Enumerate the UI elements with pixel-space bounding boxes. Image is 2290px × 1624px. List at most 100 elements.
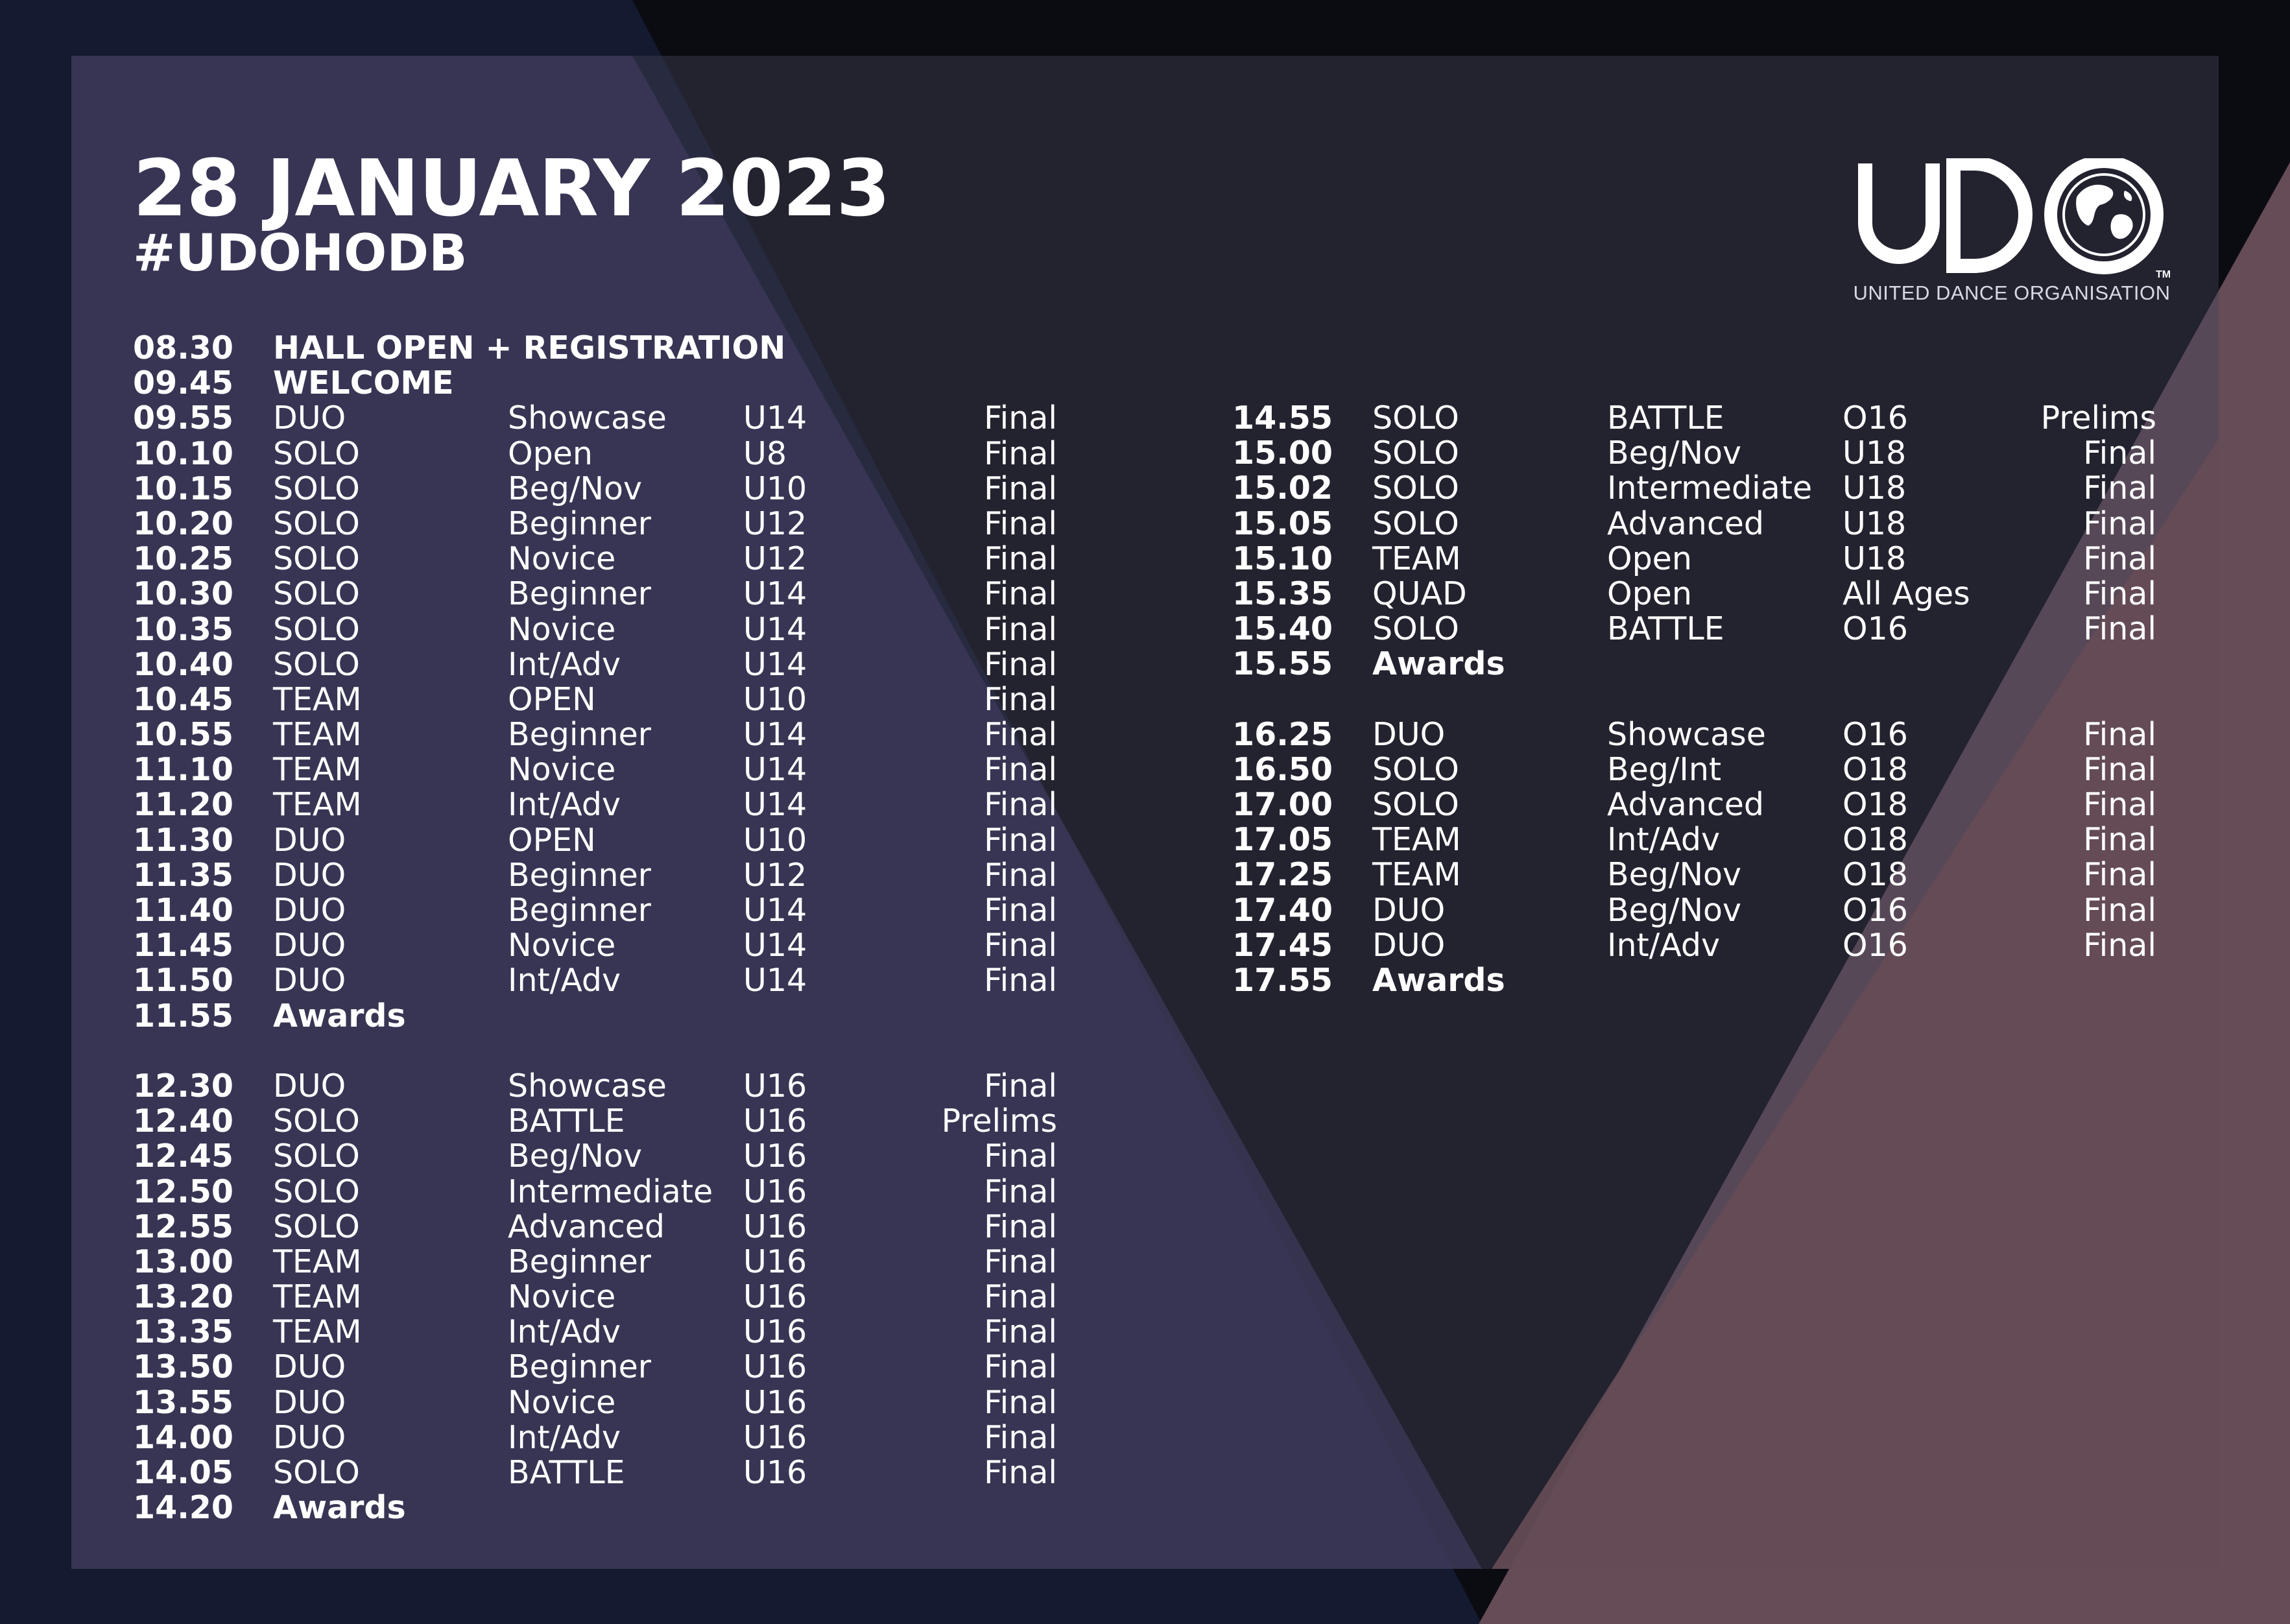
event-round: Final [2083,926,2156,964]
event-round: Final [984,645,1057,683]
event-type: TEAM [273,716,362,754]
schedule-row: 13.35 TEAM Int/Adv U16 Final [133,1315,1057,1350]
schedule-row: 17.40 DUO Beg/Nov O16 Final [1232,891,2156,929]
event-age: U18 [1843,540,1907,577]
event-level: Beginner [508,505,651,542]
event-time: 17.45 [1232,926,1333,964]
event-level: Int/Adv [508,645,621,683]
event-round: Final [984,435,1057,472]
event-round: Prelims [2040,400,2156,436]
event-type: SOLO [1372,435,1459,472]
event-level: Intermediate [1607,470,1813,507]
schedule-row: 14.55 SOLO BATTLE O16 Prelims [1232,400,2156,436]
event-label: Awards [273,1489,406,1527]
event-age: U14 [743,962,807,999]
event-level: Beg/Nov [1607,435,1742,472]
event-time: 14.00 [133,1418,233,1456]
event-type: SOLO [1372,750,1459,788]
event-round: Final [984,505,1057,542]
event-type: DUO [1372,891,1446,929]
event-age: U10 [743,821,807,859]
event-round: Final [984,1243,1057,1280]
event-round: Final [984,1313,1057,1351]
event-level: Beginner [508,1243,651,1280]
globe-icon [2044,158,2164,274]
event-age: U16 [743,1418,807,1456]
event-label: HALL OPEN + REGISTRATION [273,329,786,366]
event-age: O18 [1843,856,1908,894]
event-level: Beginner [508,892,651,929]
event-level: Int/Adv [1607,926,1720,964]
event-age: U16 [743,1173,807,1210]
schedule-row: 17.45 DUO Int/Adv O16 Final [1232,926,2156,964]
event-type: DUO [273,1383,346,1421]
left-panel-shape [71,56,1482,1569]
schedule-row: 10.20 SOLO Beginner U12 Final [133,505,1057,542]
event-time: 15.40 [1232,610,1333,648]
right-panel-shape [1492,438,2219,1569]
event-level: BATTLE [1607,610,1724,648]
event-round: Final [984,540,1057,578]
schedule-label-row: 08.30 HALL OPEN + REGISTRATION [133,329,1057,366]
schedule-row: 10.45 TEAM OPEN U10 Final [133,682,1057,717]
event-age: U14 [743,645,807,683]
event-age: U14 [743,751,807,789]
schedule-column-right: 14.55 SOLO BATTLE O16 Prelims 15.00 SOLO Beg/No… [1232,400,2156,998]
event-type: TEAM [1372,856,1461,894]
schedule-label-row: 17.55 Awards [1232,962,2156,998]
schedule-row: 10.10 SOLO Open U8 Final [133,436,1057,472]
event-round: Final [2083,575,2156,612]
event-type: TEAM [273,786,362,824]
event-round: Final [984,1278,1057,1316]
event-type: SOLO [1372,505,1459,542]
schedule-row: 17.05 TEAM Int/Adv O18 Final [1232,822,2156,857]
event-time: 12.30 [133,1067,233,1105]
event-type: DUO [1372,926,1446,964]
event-round: Final [2083,435,2156,472]
event-time: 10.30 [133,575,233,613]
event-time: 11.50 [133,962,233,999]
event-round: Final [984,1383,1057,1421]
schedule-row: 13.20 TEAM Novice U16 Final [133,1278,1057,1316]
event-type: TEAM [1372,540,1461,577]
event-time: 10.35 [133,610,233,648]
event-age: U10 [743,680,807,718]
event-age: U8 [743,435,787,472]
event-type: SOLO [273,435,360,472]
event-level: Novice [508,927,616,964]
event-type: TEAM [273,1243,362,1280]
event-type: SOLO [273,1208,360,1245]
event-level: Novice [508,1383,616,1421]
event-type: TEAM [273,1313,362,1351]
event-type: DUO [273,856,346,894]
schedule-row: 12.50 SOLO Intermediate U16 Final [133,1173,1057,1210]
event-time: 15.05 [1232,505,1333,542]
event-age: U16 [743,1383,807,1421]
event-type: SOLO [273,1138,360,1175]
schedule-row: 12.40 SOLO BATTLE U16 Prelims [133,1103,1057,1139]
event-age: O16 [1843,926,1908,964]
event-time: 10.45 [133,680,233,718]
event-level: Beginner [508,575,651,613]
event-type: DUO [273,1067,346,1105]
schedule-row: 10.40 SOLO Int/Adv U14 Final [133,647,1057,682]
event-level: Int/Adv [1607,821,1720,859]
event-time: 15.00 [1232,435,1333,472]
schedule-row: 10.35 SOLO Novice U14 Final [133,612,1057,647]
event-level: BATTLE [508,1454,625,1491]
event-type: SOLO [1372,786,1459,824]
event-time: 13.20 [133,1278,233,1316]
event-age: O18 [1843,786,1908,824]
event-type: SOLO [273,1454,360,1491]
schedule-row: 12.55 SOLO Advanced U16 Final [133,1208,1057,1245]
event-time: 08.30 [133,329,233,366]
event-round: Final [2083,470,2156,507]
schedule-row: 15.05 SOLO Advanced U18 Final [1232,505,2156,542]
event-age: O18 [1843,821,1908,859]
event-time: 16.50 [1232,750,1333,788]
schedule-row: 17.00 SOLO Advanced O18 Final [1232,787,2156,822]
event-time: 15.02 [1232,470,1333,507]
event-age: O16 [1843,400,1908,436]
schedule-row: 11.10 TEAM Novice U14 Final [133,752,1057,787]
logo-subtitle: UNITED DANCE ORGANISATION [1853,281,2171,304]
